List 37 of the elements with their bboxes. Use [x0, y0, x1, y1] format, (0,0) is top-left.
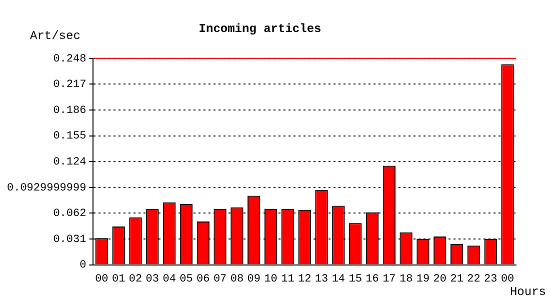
x-tick-label: 15	[348, 273, 362, 286]
x-tick-label: 12	[298, 273, 312, 286]
y-tick-label: 0.155	[53, 130, 86, 143]
x-tick-label: 13	[314, 273, 328, 286]
x-tick-label: 18	[399, 273, 413, 286]
y-tick-label: 0.0929999999	[6, 182, 86, 194]
y-tick-label: 0.248	[53, 53, 86, 66]
y-tick-label: 0.186	[53, 104, 86, 117]
x-tick-label: 08	[230, 273, 244, 286]
x-tick-label: 19	[416, 273, 430, 286]
x-tick-label: 00	[95, 273, 108, 286]
y-tick-label: 0.062	[53, 208, 86, 220]
y-axis-title: Art/sec	[30, 29, 80, 44]
x-tick-label: 03	[146, 273, 160, 286]
y-tick-label: 0.031	[53, 234, 87, 246]
x-tick-label: 14	[332, 273, 346, 286]
x-tick-label: 00	[500, 273, 514, 286]
x-tick-label: 21	[450, 273, 464, 286]
x-tick-label: 17	[382, 273, 396, 286]
chart-title: Incoming articles	[198, 22, 322, 36]
x-tick-label: 04	[162, 273, 176, 286]
y-tick-label: 0.124	[53, 156, 87, 169]
x-tick-label: 07	[213, 273, 227, 286]
x-tick-label: 05	[180, 273, 193, 286]
x-tick-label: 01	[112, 273, 126, 286]
x-axis-title: Hours	[510, 285, 546, 300]
x-tick-label: 20	[433, 273, 446, 286]
x-tick-label: 09	[247, 273, 260, 286]
y-tick-label: 0.217	[53, 79, 86, 92]
x-tick-label: 02	[128, 273, 142, 286]
x-tick-label: 16	[366, 273, 379, 286]
x-tick-label: 06	[196, 273, 210, 286]
x-tick-label: 22	[467, 273, 480, 286]
y-tick-label: 0	[80, 260, 86, 272]
x-tick-label: 23	[484, 273, 498, 286]
x-tick-label: 11	[281, 273, 295, 286]
x-tick-label: 10	[264, 273, 278, 286]
